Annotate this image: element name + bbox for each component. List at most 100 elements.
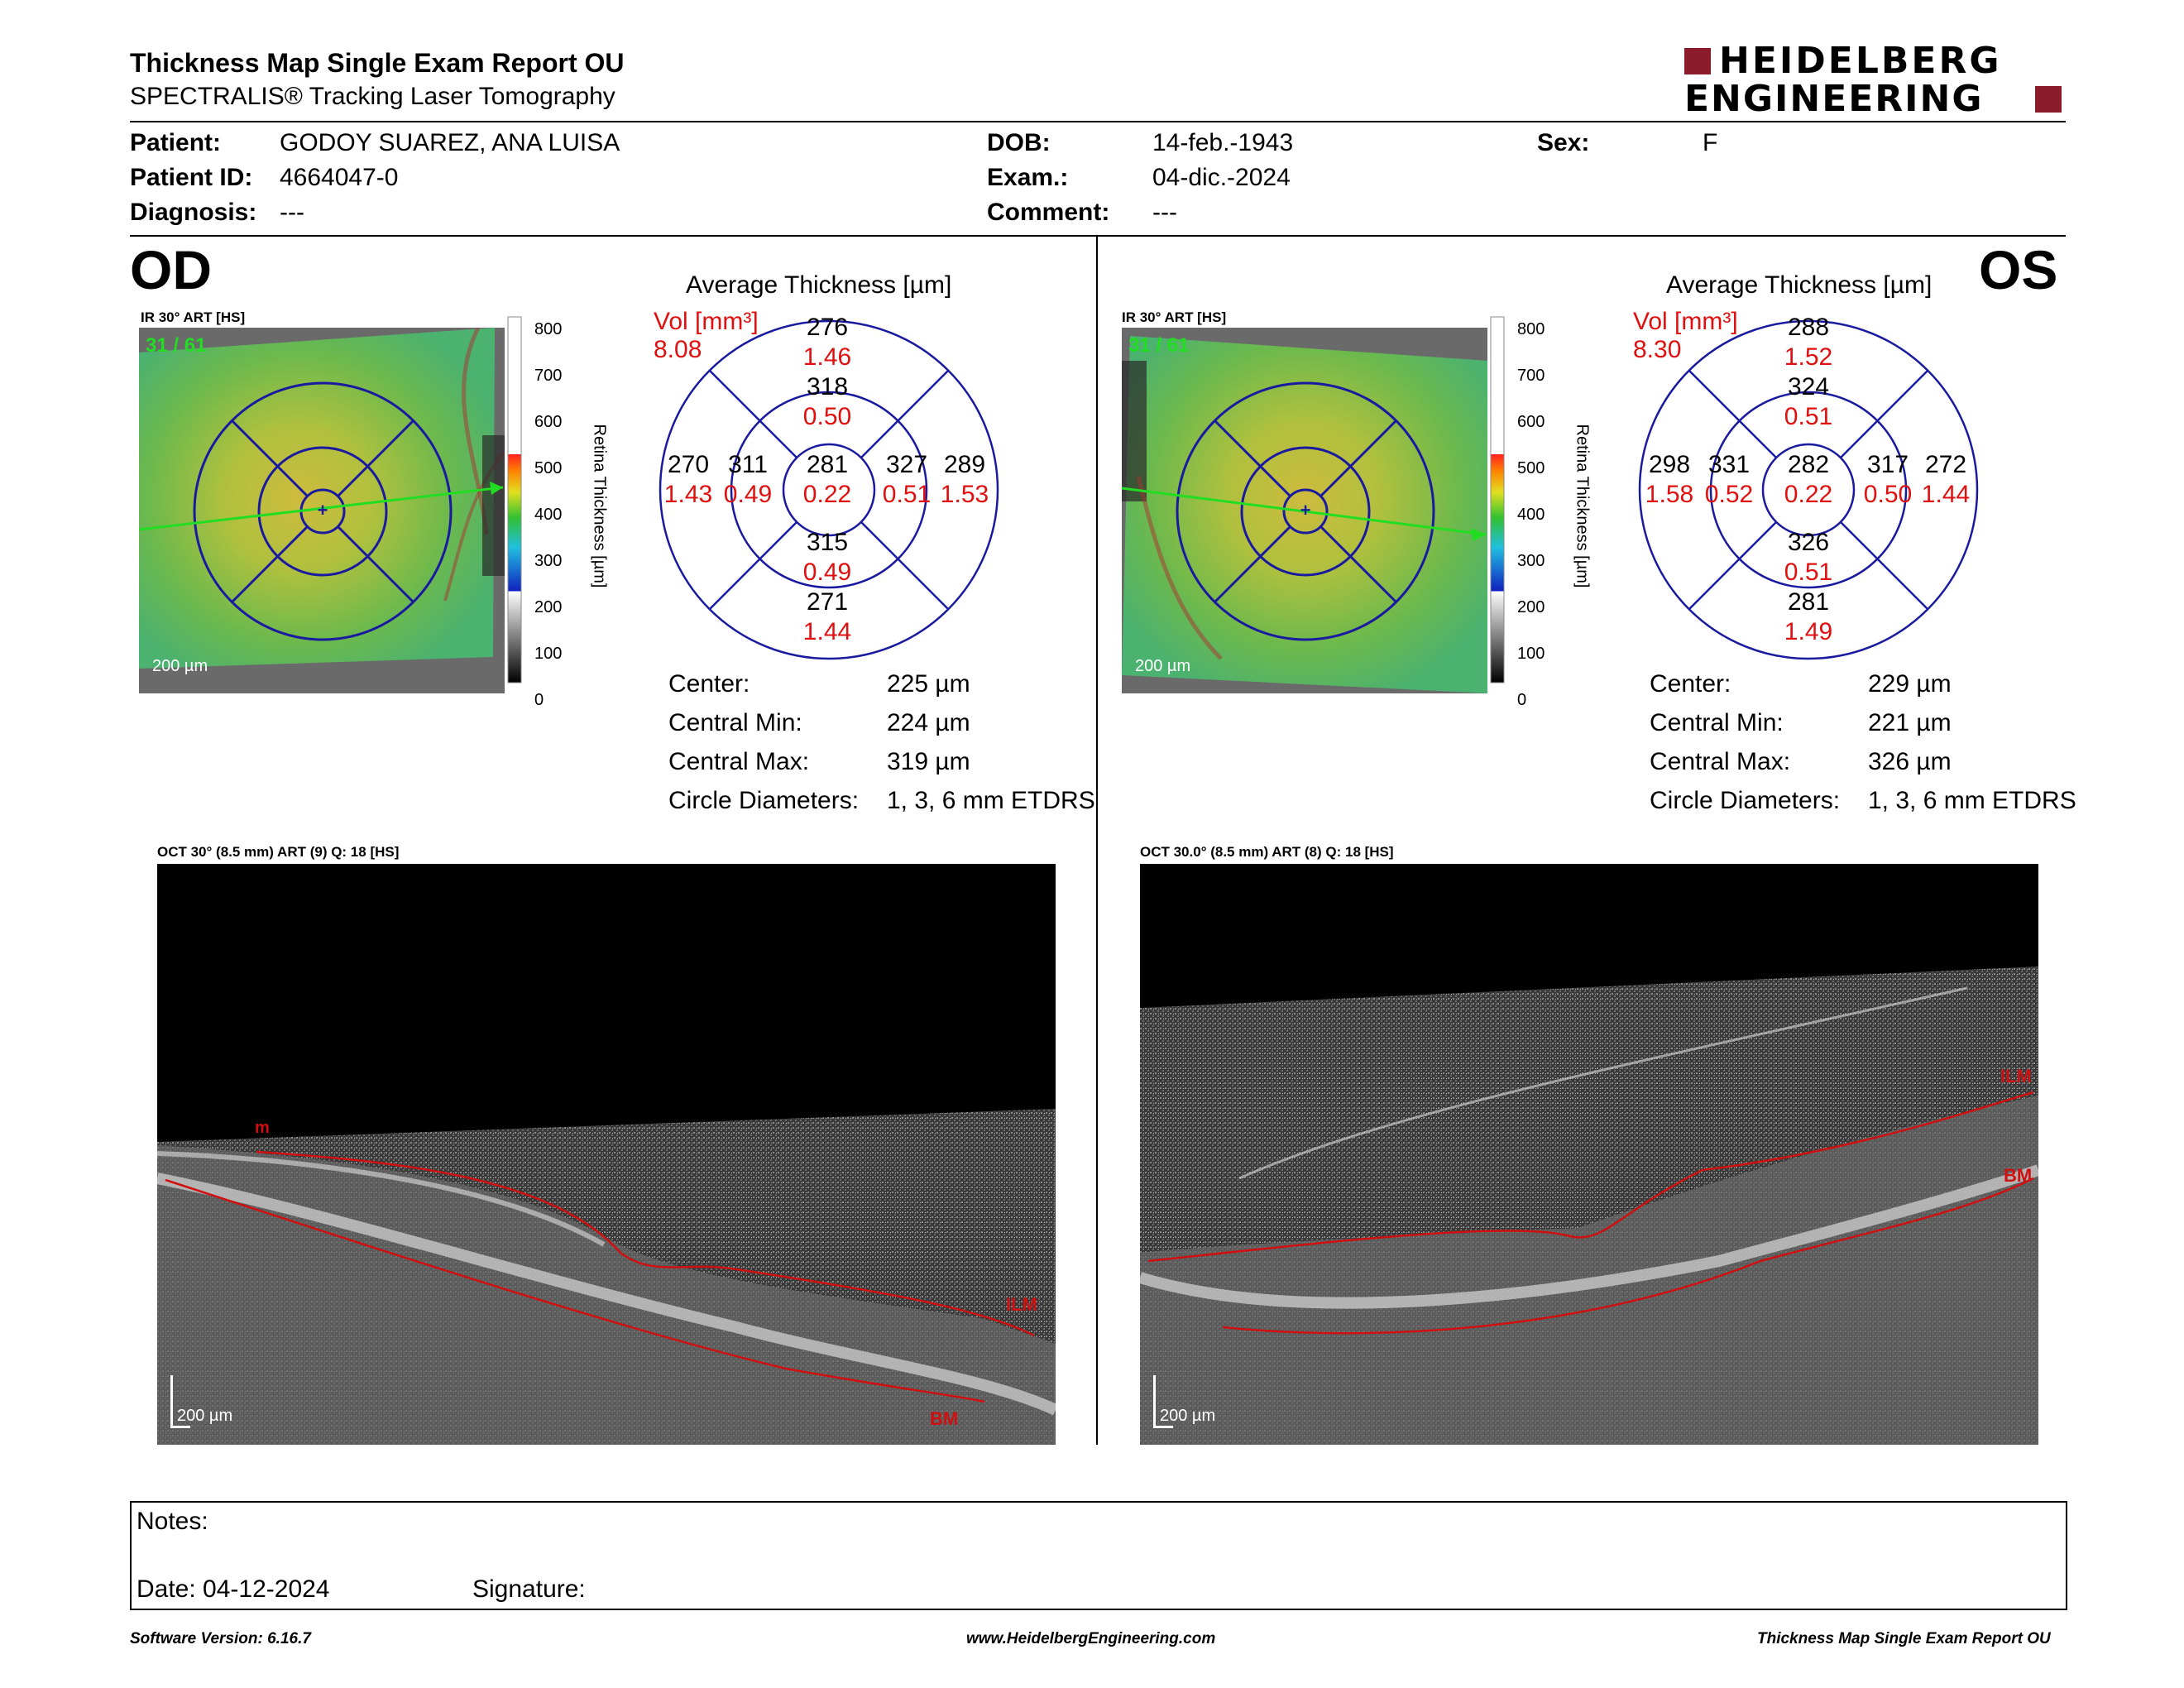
thickness: 276 — [806, 314, 849, 341]
stat-label: Central Max: — [1650, 748, 1791, 775]
tick: 600 — [534, 413, 563, 431]
patient-id: 4664047-0 — [280, 164, 399, 191]
colorbar-title-od: Retina Thickness [µm] — [590, 424, 609, 588]
sector-inner-temp-od: 327 0.51 — [882, 450, 932, 510]
sector-inner-inf-od: 315 0.49 — [802, 528, 852, 587]
oct-tag-bm-os: BM — [2004, 1165, 2033, 1186]
stat-label: Central Min: — [1650, 709, 1784, 736]
stats-os: Center: 229 µm Central Min: 221 µm Central… — [1650, 667, 2076, 822]
vol-label: Vol [mm³] — [654, 308, 759, 335]
oct-label-od: OCT 30° (8.5 mm) ART (9) Q: 18 [HS] — [157, 844, 400, 860]
colorbar-od — [507, 316, 522, 683]
vol-label: Vol [mm³] — [1633, 308, 1738, 335]
eye-label-os: OS — [1979, 239, 2058, 300]
sector-center-od: 281 0.22 — [802, 450, 852, 510]
tick: 200 — [1517, 598, 1545, 616]
volume: 0.22 — [1784, 481, 1833, 508]
sector-inner-sup-od: 318 0.50 — [802, 372, 852, 432]
ir-scale-os: 200 µm — [1135, 657, 1191, 675]
exam-label: Exam.: — [987, 164, 1069, 191]
center-divider — [1096, 237, 1098, 1445]
sector-inner-sup-os: 324 0.51 — [1784, 372, 1833, 432]
sector-outer-nasal-os: 298 1.58 — [1645, 450, 1694, 510]
tick: 300 — [1517, 552, 1545, 570]
comment: --- — [1152, 199, 1177, 226]
patient-name: GODOY SUAREZ, ANA LUISA — [280, 129, 620, 156]
svg-text:+: + — [1300, 500, 1311, 520]
tick: 700 — [534, 367, 563, 385]
volume: 1.58 — [1645, 481, 1694, 508]
signature-label: Signature: — [472, 1575, 586, 1603]
diagnosis-label: Diagnosis: — [130, 199, 257, 226]
sector-inner-temp-os: 317 0.50 — [1863, 450, 1913, 510]
sector-outer-sup-od: 276 1.46 — [802, 313, 852, 372]
thickness: 315 — [806, 529, 849, 556]
volume: 1.43 — [663, 481, 713, 508]
oct-scale-os: 200 µm — [1160, 1407, 1216, 1425]
thickness: 281 — [806, 451, 849, 478]
tick: 400 — [534, 506, 563, 524]
stat-label: Center: — [1650, 670, 1731, 698]
dob-label: DOB: — [987, 129, 1051, 156]
tick: 600 — [1517, 413, 1545, 431]
volume: 0.51 — [1784, 559, 1833, 586]
heidelberg-logo: HEIDELBERG ENGINEERING — [1684, 43, 2065, 119]
volume: 0.49 — [723, 481, 773, 508]
notes-box[interactable]: Notes: Date: 04-12-2024 Signature: — [130, 1501, 2067, 1610]
stat-label: Circle Diameters: — [1650, 787, 1841, 814]
sector-outer-inf-od: 271 1.44 — [802, 587, 852, 647]
thickness: 331 — [1707, 451, 1751, 478]
stat-value: 225 µm — [887, 670, 970, 698]
volume: 1.46 — [802, 343, 852, 371]
oct-tag-left-od: m — [255, 1119, 270, 1137]
thickness: 289 — [943, 451, 986, 478]
report-title: Thickness Map Single Exam Report OU — [130, 48, 625, 78]
tick: 500 — [1517, 459, 1545, 477]
colorbar-title-os: Retina Thickness [µm] — [1573, 424, 1592, 588]
vol-os: Vol [mm³] 8.30 — [1633, 308, 1738, 364]
volume: 1.44 — [1921, 481, 1971, 508]
etdrs-grid-od — [659, 319, 999, 660]
stat-value: 326 µm — [1868, 748, 1952, 775]
stat-label: Center: — [668, 670, 750, 698]
dob: 14-feb.-1943 — [1152, 129, 1294, 156]
date-label: Date: 04-12-2024 — [136, 1575, 330, 1603]
patient-label: Patient: — [130, 129, 222, 156]
stat-label: Central Min: — [668, 709, 802, 736]
frame-counter-od: 31 / 61 — [146, 334, 207, 357]
tick: 500 — [534, 459, 563, 477]
notes-label: Notes: — [136, 1508, 208, 1535]
oct-scale-od: 200 µm — [177, 1407, 233, 1425]
patient-id-label: Patient ID: — [130, 164, 253, 191]
thickness: 326 — [1787, 529, 1830, 556]
thickness: 270 — [667, 451, 710, 478]
frame-counter-os: 31 / 61 — [1128, 334, 1190, 357]
stat-value: 1, 3, 6 mm ETDRS — [887, 787, 1095, 814]
thickness: 318 — [806, 373, 849, 400]
ir-label-os: IR 30° ART [HS] — [1122, 309, 1227, 325]
volume: 0.22 — [802, 481, 852, 508]
sector-outer-nasal-od: 270 1.43 — [663, 450, 713, 510]
patient-rule — [130, 235, 2066, 237]
header-rule — [130, 121, 2066, 122]
volume: 0.50 — [802, 403, 852, 430]
tick: 100 — [534, 645, 563, 663]
volume: 1.49 — [1784, 618, 1833, 645]
stat-value: 224 µm — [887, 709, 970, 736]
thickness: 324 — [1787, 373, 1830, 400]
website-link[interactable]: www.HeidelbergEngineering.com — [966, 1630, 1216, 1647]
thickness: 282 — [1787, 451, 1830, 478]
avg-thickness-title-os: Average Thickness [µm] — [1666, 271, 1933, 299]
sex-label: Sex: — [1537, 129, 1590, 156]
software-version: Software Version: 6.16.7 — [130, 1630, 311, 1647]
ir-fundus-image-od: + — [139, 328, 505, 693]
volume: 0.51 — [1784, 403, 1833, 430]
tick: 800 — [1517, 320, 1545, 338]
stat-label: Central Max: — [668, 748, 810, 775]
volume: 0.51 — [882, 481, 932, 508]
oct-label-os: OCT 30.0° (8.5 mm) ART (8) Q: 18 [HS] — [1140, 844, 1394, 860]
oct-bscan-od — [157, 864, 1056, 1445]
sector-outer-temp-od: 289 1.53 — [940, 450, 989, 510]
stat-value: 319 µm — [887, 748, 970, 775]
thickness: 327 — [885, 451, 928, 478]
